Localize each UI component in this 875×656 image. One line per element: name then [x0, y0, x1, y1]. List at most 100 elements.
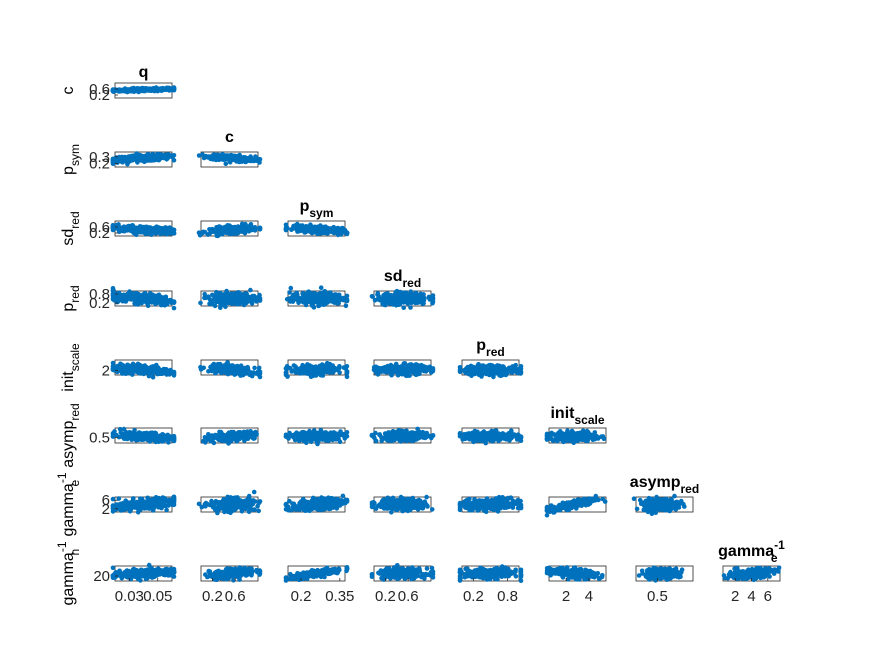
data-point [323, 298, 329, 304]
data-point [344, 293, 350, 299]
panel-p_red-vs-c [198, 287, 263, 311]
panel-asymp_red-vs-p_sym [283, 427, 350, 447]
data-point [317, 434, 322, 440]
data-point [248, 222, 254, 227]
data-point [227, 299, 232, 305]
data-point [411, 363, 417, 368]
data-point [206, 432, 211, 437]
data-point [283, 225, 289, 231]
data-point [133, 231, 138, 237]
data-point [310, 227, 316, 233]
data-point [134, 86, 139, 91]
data-point [239, 221, 245, 227]
data-point [171, 158, 177, 163]
data-point [312, 370, 318, 376]
data-point [225, 226, 230, 231]
data-point [254, 431, 259, 437]
data-point [140, 367, 146, 372]
data-point [334, 300, 340, 306]
data-point [201, 438, 206, 444]
data-point [230, 432, 236, 437]
data-point [110, 360, 116, 366]
data-point [235, 301, 241, 307]
data-point [418, 364, 424, 370]
data-point [421, 292, 426, 297]
data-point [284, 296, 290, 302]
data-point [292, 434, 298, 440]
data-point [300, 362, 305, 368]
panel-c-vs-q [110, 82, 177, 99]
data-point [150, 369, 155, 375]
data-point [218, 298, 224, 304]
data-point [211, 293, 217, 299]
data-point [318, 285, 324, 291]
data-point [329, 434, 334, 439]
data-point [377, 298, 383, 303]
data-point [138, 86, 143, 91]
data-point [401, 305, 407, 311]
data-point [313, 364, 319, 370]
panel-asymp_red-vs-q [110, 426, 177, 445]
data-point [464, 366, 469, 371]
data-point [503, 372, 509, 378]
data-point [332, 227, 338, 233]
panel-p_red-vs-sd_red [369, 288, 436, 311]
data-point [234, 295, 240, 300]
data-point [245, 429, 250, 434]
data-point [248, 287, 253, 293]
data-point [117, 155, 122, 160]
data-point [223, 436, 229, 441]
data-point [255, 371, 261, 376]
data-point [406, 373, 412, 378]
data-point [407, 362, 413, 368]
data-point [310, 296, 315, 301]
data-point [226, 155, 231, 161]
data-point [132, 227, 137, 232]
data-point [151, 296, 157, 302]
data-point [137, 432, 143, 438]
data-point [308, 290, 314, 296]
data-point [201, 155, 207, 161]
data-point [430, 296, 436, 301]
data-point [110, 367, 116, 373]
data-point [318, 298, 324, 304]
data-point [214, 368, 219, 373]
data-point [134, 368, 140, 373]
data-point [257, 157, 262, 162]
data-point [405, 291, 410, 297]
data-point [309, 303, 315, 308]
panel-init_scale-vs-sd_red [371, 359, 436, 379]
data-point [118, 88, 123, 93]
data-point [198, 300, 203, 306]
data-point [318, 293, 323, 298]
data-point [304, 296, 310, 302]
data-point [423, 433, 428, 438]
data-point [141, 229, 147, 234]
data-point [110, 226, 116, 231]
data-point [394, 368, 400, 374]
data-point [426, 294, 432, 300]
data-point [283, 370, 289, 376]
data-point [321, 229, 326, 235]
data-point [253, 297, 258, 303]
data-point [222, 366, 227, 372]
data-point [116, 290, 122, 296]
data-point [377, 432, 383, 437]
data-point [318, 366, 324, 372]
data-point [161, 367, 166, 373]
data-point [380, 365, 386, 371]
data-point [304, 434, 309, 439]
panel-init_scale-vs-c [198, 359, 263, 380]
panel-asymp_red-vs-sd_red [369, 426, 436, 444]
panel-init_scale-vs-p_red [457, 359, 524, 380]
data-point [300, 291, 305, 296]
data-point [211, 361, 217, 367]
data-point [119, 226, 124, 232]
data-point [337, 370, 342, 375]
data-point [143, 291, 148, 297]
data-point [457, 367, 463, 373]
data-point [374, 370, 379, 376]
panel-asymp_red-vs-c [200, 427, 259, 446]
panel-sd_red-vs-p_sym [283, 220, 350, 238]
data-point [309, 366, 314, 372]
